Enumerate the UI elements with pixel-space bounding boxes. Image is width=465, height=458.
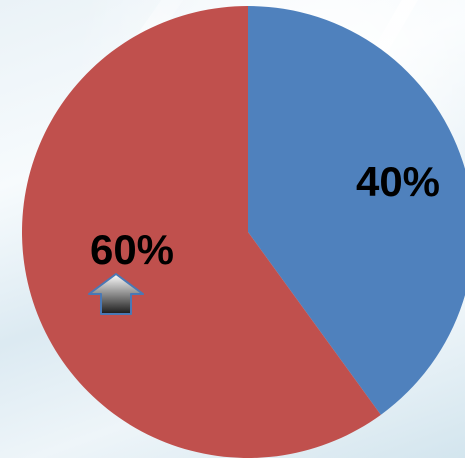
pie-slice-40 bbox=[248, 6, 465, 415]
pie-slice-60 bbox=[21, 6, 381, 458]
slice-label: 60% bbox=[90, 226, 174, 273]
up-arrow-icon bbox=[88, 273, 144, 315]
pie-slices bbox=[21, 6, 465, 458]
pie-labels: 40% 60% bbox=[90, 158, 440, 273]
slice-label: 40% bbox=[356, 158, 440, 205]
